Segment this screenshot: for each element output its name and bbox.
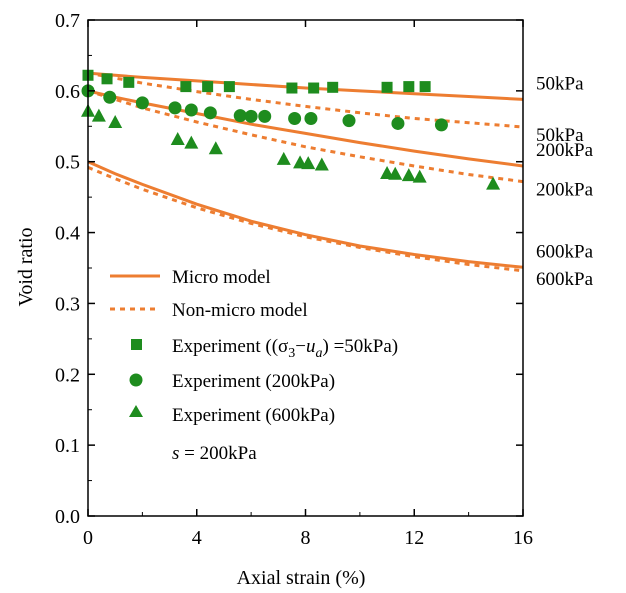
data-point-circle — [203, 106, 217, 120]
legend-label-experiment-200kpa: Experiment (200kPa) — [172, 371, 335, 392]
data-point-triangle — [184, 135, 199, 149]
legend-label-experiment-50kpa: Experiment ((σ3−ua) =50kPa) — [172, 336, 398, 361]
data-point-triangle — [486, 176, 501, 190]
y-tick-label: 0.5 — [55, 152, 80, 174]
data-point-circle — [168, 101, 182, 115]
series-line-micro-model-50kpa — [88, 71, 523, 101]
data-point-square — [327, 81, 339, 93]
end-label-non-micro-model-600kpa: 600kPa — [536, 269, 594, 290]
legend: Micro model Non-micro model Experiment (… — [110, 267, 398, 464]
data-point-square — [123, 76, 135, 88]
data-point-circle — [304, 111, 318, 125]
x-tick-label: 4 — [192, 527, 202, 549]
x-axis-title: Axial strain (%) — [237, 567, 366, 589]
data-point-triangle — [208, 141, 223, 155]
legend-marker-triangle — [129, 405, 143, 417]
data-point-triangle — [401, 168, 416, 182]
x-tick-label: 8 — [301, 527, 311, 549]
data-point-square — [403, 81, 415, 93]
plot-frame — [87, 19, 524, 517]
y-tick-label: 0.4 — [55, 223, 80, 245]
y-tick-label: 0.3 — [55, 293, 80, 315]
data-point-square — [101, 73, 113, 85]
data-point-square — [223, 81, 235, 93]
data-point-circle — [288, 111, 302, 125]
y-tick-label: 0.7 — [55, 10, 80, 32]
data-point-triangle — [388, 166, 403, 180]
series-line-micro-model-200kpa — [88, 89, 523, 168]
legend-marker-square — [131, 339, 142, 350]
x-tick-label: 0 — [83, 527, 93, 549]
end-label-micro-model-200kpa: 200kPa — [536, 140, 594, 161]
data-point-circle — [258, 109, 272, 123]
y-tick-label: 0.6 — [55, 81, 80, 103]
plot-marks — [81, 69, 523, 273]
data-point-circle — [434, 118, 448, 132]
end-label-micro-model-600kpa: 600kPa — [536, 241, 594, 262]
data-point-triangle — [108, 115, 123, 129]
end-label-micro-model-50kpa: 50kPa — [536, 73, 584, 94]
y-axis-title: Void ratio — [15, 227, 37, 306]
data-point-square — [286, 82, 298, 94]
x-tick-label: 16 — [513, 527, 533, 549]
data-point-circle — [233, 109, 247, 123]
axes: 0.0 0.1 0.2 0.3 0.4 0.5 0.6 0.7 0 4 8 12 16 — [55, 10, 533, 549]
data-point-circle — [184, 103, 198, 117]
series-line-non-micro-model-600kpa — [88, 166, 523, 273]
y-tick-label: 0.0 — [55, 506, 80, 528]
data-point-square — [381, 81, 393, 93]
legend-label-experiment-600kpa: Experiment (600kPa) — [172, 405, 335, 426]
legend-suction-note: s = 200kPa — [172, 443, 257, 464]
data-point-triangle — [301, 156, 316, 170]
series-line-non-micro-model-200kpa — [88, 89, 523, 184]
data-point-circle — [342, 114, 356, 128]
series-line-micro-model-600kpa — [88, 160, 523, 269]
data-point-circle — [244, 109, 258, 123]
data-point-square — [419, 81, 431, 93]
data-point-triangle — [91, 108, 106, 122]
data-point-triangle — [412, 169, 427, 183]
data-point-square — [202, 81, 214, 93]
y-tick-label: 0.2 — [55, 364, 80, 386]
data-point-triangle — [314, 157, 329, 171]
end-label-non-micro-model-200kpa: 200kPa — [536, 180, 594, 201]
data-point-circle — [103, 90, 117, 104]
data-point-triangle — [170, 132, 185, 146]
end-label-non-micro-model-50kpa: 50kPa — [536, 125, 584, 146]
x-tick-label: 12 — [404, 527, 424, 549]
legend-label-non-micro-model: Non-micro model — [172, 300, 308, 321]
data-point-square — [180, 81, 192, 93]
model-lines — [88, 71, 523, 273]
data-point-circle — [135, 96, 149, 110]
data-point-square — [308, 82, 320, 94]
legend-label-micro-model: Micro model — [172, 267, 271, 288]
legend-marker-circle — [129, 373, 143, 387]
data-point-circle — [391, 116, 405, 130]
data-point-triangle — [276, 151, 291, 165]
y-tick-label: 0.1 — [55, 435, 80, 457]
